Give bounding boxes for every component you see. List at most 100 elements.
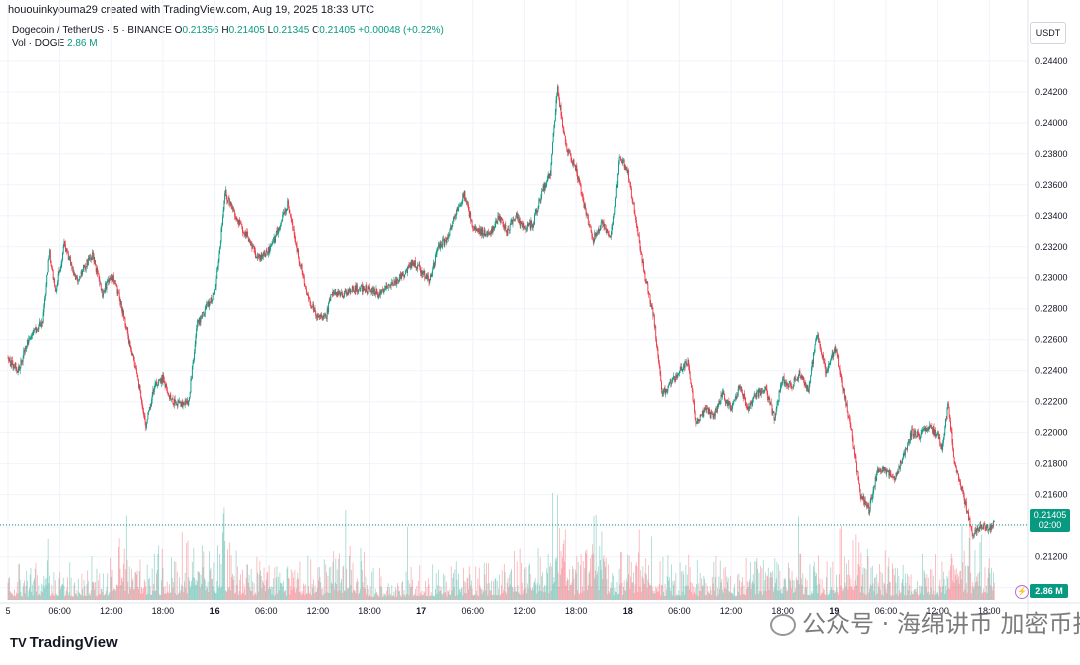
- volume-label[interactable]: Vol · DOGE: [12, 38, 65, 49]
- candle-body: [910, 432, 912, 438]
- volume-bar: [343, 590, 345, 600]
- volume-bar: [146, 564, 148, 600]
- volume-bar: [343, 565, 345, 600]
- volume-bar: [964, 589, 966, 600]
- candle-body: [684, 362, 686, 368]
- volume-bar: [856, 585, 858, 600]
- candle-body: [148, 410, 150, 413]
- volume-bar: [350, 584, 352, 600]
- candle-body: [722, 391, 724, 393]
- candle-body: [49, 250, 51, 258]
- volume-bar: [80, 595, 82, 600]
- candle-body: [644, 272, 646, 282]
- tradingview-logo[interactable]: TV TradingView: [10, 634, 118, 651]
- volume-bar: [482, 589, 484, 600]
- candle-body: [536, 210, 538, 214]
- volume-bar: [340, 582, 342, 600]
- candle-body: [911, 428, 913, 438]
- candle-body: [709, 408, 710, 414]
- candle-body: [106, 281, 108, 290]
- volume-bar: [437, 569, 439, 600]
- volume-bar: [944, 594, 946, 600]
- candle-body: [491, 228, 493, 234]
- candle-body: [830, 359, 832, 363]
- volume-bar: [818, 555, 819, 600]
- volume-bar: [187, 540, 189, 600]
- candle-body: [738, 385, 740, 389]
- candle-body: [653, 315, 655, 327]
- lightning-icon[interactable]: ⚡: [1015, 585, 1029, 599]
- volume-bar: [357, 581, 359, 600]
- candle-body: [368, 286, 370, 288]
- volume-bar: [961, 525, 963, 600]
- candle-body: [72, 268, 74, 274]
- volume-bar: [295, 588, 297, 600]
- volume-bar: [536, 593, 538, 600]
- volume-bar: [849, 586, 851, 600]
- volume-bar: [404, 594, 406, 600]
- candle-body: [552, 133, 554, 143]
- volume-bar: [550, 590, 552, 600]
- volume-bar: [945, 590, 947, 600]
- volume-bar: [637, 591, 639, 600]
- symbol-name[interactable]: Dogecoin / TetherUS · 5 · BINANCE: [12, 25, 172, 36]
- volume-bar: [489, 590, 491, 600]
- candle-body: [906, 449, 908, 450]
- candle-body: [516, 212, 518, 218]
- volume-bar: [211, 578, 213, 600]
- volume-bar: [605, 567, 606, 600]
- candle-body: [117, 292, 119, 294]
- candle-body: [175, 401, 177, 405]
- volume-bar: [84, 586, 86, 600]
- volume-bar: [166, 593, 167, 600]
- candle-body: [270, 245, 271, 250]
- volume-bar: [539, 557, 541, 600]
- candle-body: [932, 427, 934, 434]
- volume-bar: [732, 595, 734, 600]
- candle-body: [359, 289, 360, 291]
- candle-body: [837, 354, 839, 356]
- volume-bar: [175, 561, 177, 600]
- volume-bar: [364, 551, 365, 600]
- volume-bar: [799, 553, 801, 600]
- candle-body: [550, 163, 552, 176]
- volume-bar: [336, 569, 338, 600]
- candle-body: [14, 366, 15, 368]
- x-tick-label: 06:00: [255, 606, 278, 616]
- volume-bar: [629, 588, 631, 600]
- volume-bar: [619, 584, 621, 600]
- candle-body: [474, 226, 476, 230]
- volume-bar: [437, 584, 439, 600]
- volume-bar: [330, 566, 332, 600]
- candle-body: [620, 157, 622, 161]
- volume-bar: [834, 590, 836, 600]
- candle-body: [713, 413, 715, 418]
- volume-bar: [345, 509, 347, 600]
- candle-body: [791, 386, 793, 388]
- volume-bar: [361, 561, 363, 600]
- candle-body: [265, 254, 266, 257]
- candle-body: [321, 316, 323, 318]
- candle-body: [508, 229, 510, 231]
- candle-body: [373, 289, 375, 292]
- candle-body: [221, 225, 223, 229]
- candle-body: [287, 200, 289, 209]
- volume-bar: [552, 583, 554, 600]
- candle-body: [708, 408, 710, 414]
- volume-bar: [687, 585, 689, 600]
- volume-bar: [960, 579, 962, 600]
- volume-bar: [377, 594, 379, 600]
- currency-button[interactable]: USDT: [1030, 22, 1066, 44]
- candle-body: [336, 292, 338, 296]
- candle-body: [510, 222, 512, 226]
- volume-bar: [511, 569, 512, 600]
- volume-bar: [156, 569, 158, 600]
- candle-body: [498, 216, 500, 220]
- candle-body: [493, 226, 495, 230]
- candle-body: [262, 252, 264, 257]
- volume-bar: [239, 574, 241, 600]
- candle-body: [90, 257, 91, 259]
- volume-bar: [10, 592, 12, 600]
- volume-bar: [820, 595, 822, 600]
